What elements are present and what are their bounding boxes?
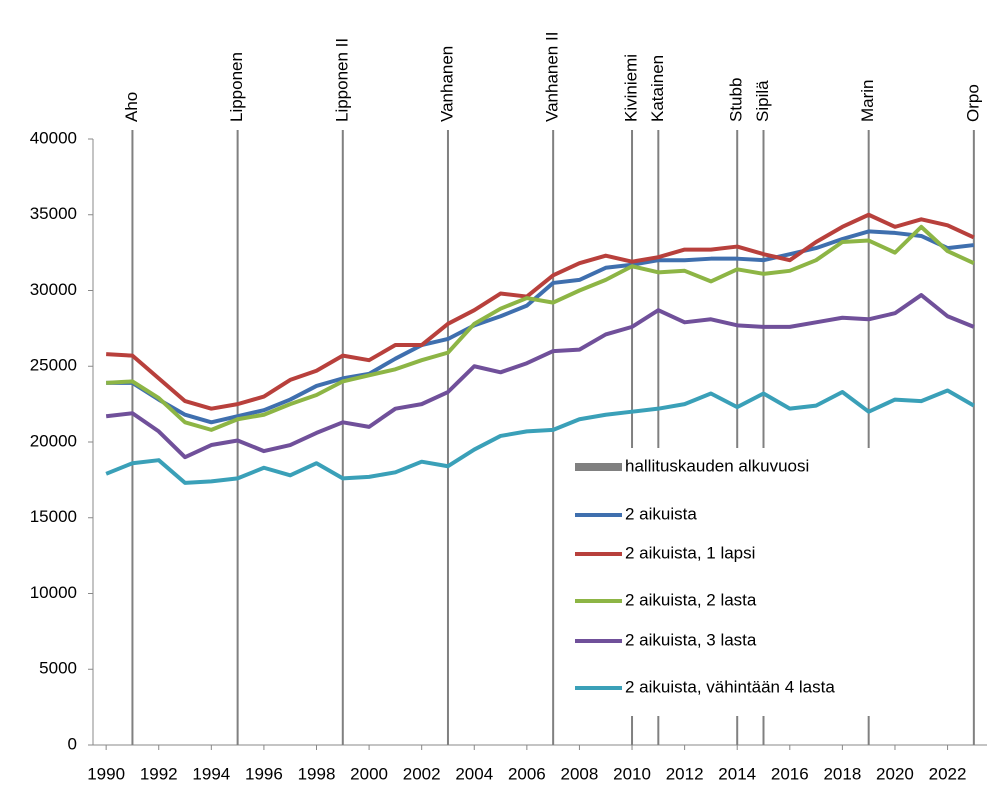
government-label: Stubb xyxy=(727,78,746,122)
y-tick-label: 35000 xyxy=(30,204,77,223)
government-label: Orpo xyxy=(963,84,982,122)
x-tick-label: 2014 xyxy=(718,764,756,783)
x-tick-label: 2010 xyxy=(613,764,651,783)
government-label: Vanhanen II xyxy=(543,32,562,122)
series-line xyxy=(106,224,975,432)
y-tick-label: 15000 xyxy=(30,507,77,526)
government-label: Aho xyxy=(122,92,141,122)
government-label: Vanhanen xyxy=(437,46,456,122)
legend-label: 2 aikuista, 2 lasta xyxy=(625,590,757,609)
x-tick-label: 2008 xyxy=(561,764,599,783)
x-tick-label: 2018 xyxy=(823,764,861,783)
government-label: Lipponen xyxy=(227,52,246,122)
series-line xyxy=(106,212,975,411)
government-label: Kiviniemi xyxy=(622,54,641,122)
y-tick-label: 20000 xyxy=(30,431,77,450)
government-label: Lipponen II xyxy=(332,38,351,122)
y-tick-label: 40000 xyxy=(30,128,77,147)
x-tick-label: 1996 xyxy=(245,764,283,783)
x-tick-label: 1992 xyxy=(140,764,178,783)
y-tick-label: 0 xyxy=(68,734,77,753)
legend-label: 2 aikuista xyxy=(625,504,697,523)
government-label: Katainen xyxy=(648,55,667,122)
x-tick-label: 2000 xyxy=(350,764,388,783)
x-tick-label: 2022 xyxy=(929,764,967,783)
legend-label: 2 aikuista, vähintään 4 lasta xyxy=(625,677,835,696)
x-tick-label: 1990 xyxy=(87,764,125,783)
y-tick-label: 25000 xyxy=(30,356,77,375)
x-tick-label: 1998 xyxy=(298,764,336,783)
series-line xyxy=(105,388,975,485)
legend-box xyxy=(566,448,932,716)
government-label: Sipilä xyxy=(753,80,772,122)
series-line xyxy=(106,229,975,425)
y-tick-label: 5000 xyxy=(39,659,77,678)
x-tick-label: 1994 xyxy=(192,764,230,783)
x-tick-label: 2006 xyxy=(508,764,546,783)
x-tick-label: 2016 xyxy=(771,764,809,783)
legend-label: hallituskauden alkuvuosi xyxy=(625,456,809,475)
y-tick-label: 10000 xyxy=(30,583,77,602)
legend-label: 2 aikuista, 1 lapsi xyxy=(625,543,755,562)
x-tick-label: 2020 xyxy=(876,764,914,783)
x-tick-label: 2002 xyxy=(403,764,441,783)
y-tick-label: 30000 xyxy=(30,280,77,299)
x-tick-label: 2004 xyxy=(455,764,493,783)
legend: hallituskauden alkuvuosi 2 aikuista 2 aiku… xyxy=(566,448,932,716)
series-line xyxy=(105,293,975,460)
x-tick-label: 2012 xyxy=(666,764,704,783)
legend-label: 2 aikuista, 3 lasta xyxy=(625,630,757,649)
government-label: Marin xyxy=(858,79,877,122)
